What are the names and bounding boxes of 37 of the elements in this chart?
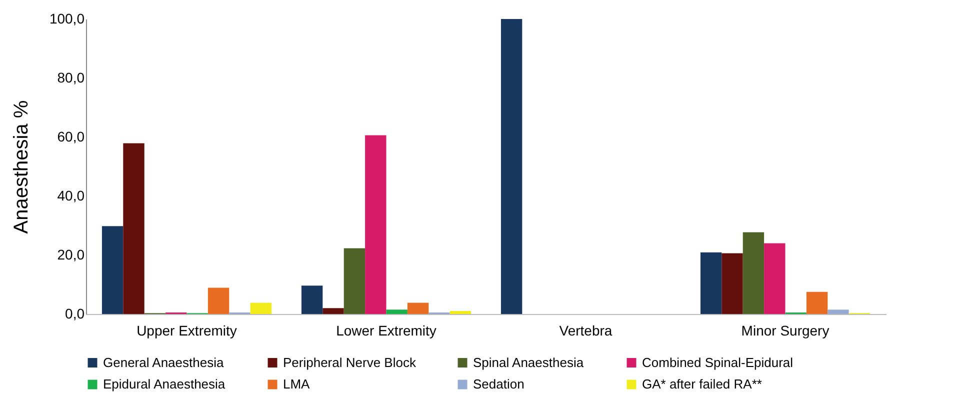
y-tick-label: 20,0 <box>57 246 85 262</box>
y-tick-label: 80,0 <box>57 70 85 86</box>
bar <box>764 243 786 314</box>
bar <box>301 286 323 314</box>
legend-label: GA* after failed RA** <box>642 376 762 392</box>
bar <box>722 253 743 314</box>
legend-label: Epidural Anaesthesia <box>103 376 226 392</box>
x-tick-label: Minor Surgery <box>741 322 830 338</box>
bar <box>386 310 408 314</box>
bar <box>500 19 522 314</box>
legend-label: Peripheral Nerve Block <box>283 354 416 370</box>
bar <box>322 308 344 314</box>
bar <box>742 232 764 314</box>
legend-label: General Anaesthesia <box>103 354 224 370</box>
y-tick-label: 100,0 <box>49 10 85 26</box>
bar <box>344 248 366 314</box>
bar <box>806 292 828 314</box>
bar <box>407 302 429 314</box>
bar <box>450 311 472 314</box>
x-tick-label: Lower Extremity <box>336 322 436 338</box>
y-tick-label: 0,0 <box>65 306 85 322</box>
y-tick-label: 40,0 <box>57 188 85 204</box>
bar <box>123 143 144 314</box>
bar <box>250 302 272 314</box>
bar <box>102 226 124 314</box>
legend-label: Combined Spinal-Epidural <box>642 354 794 370</box>
y-tick-label: 60,0 <box>57 128 85 144</box>
bar <box>700 252 722 314</box>
y-axis-title: Anaesthesia % <box>10 100 32 234</box>
legend-label: Spinal Anaesthesia <box>473 354 584 370</box>
x-tick-label: Upper Extremity <box>136 322 237 338</box>
bar <box>365 135 386 314</box>
legend-label: LMA <box>283 376 310 392</box>
x-tick-label: Vertebra <box>559 322 612 338</box>
bar <box>828 310 849 314</box>
legend-label: Sedation <box>473 376 524 392</box>
bar <box>208 288 230 314</box>
